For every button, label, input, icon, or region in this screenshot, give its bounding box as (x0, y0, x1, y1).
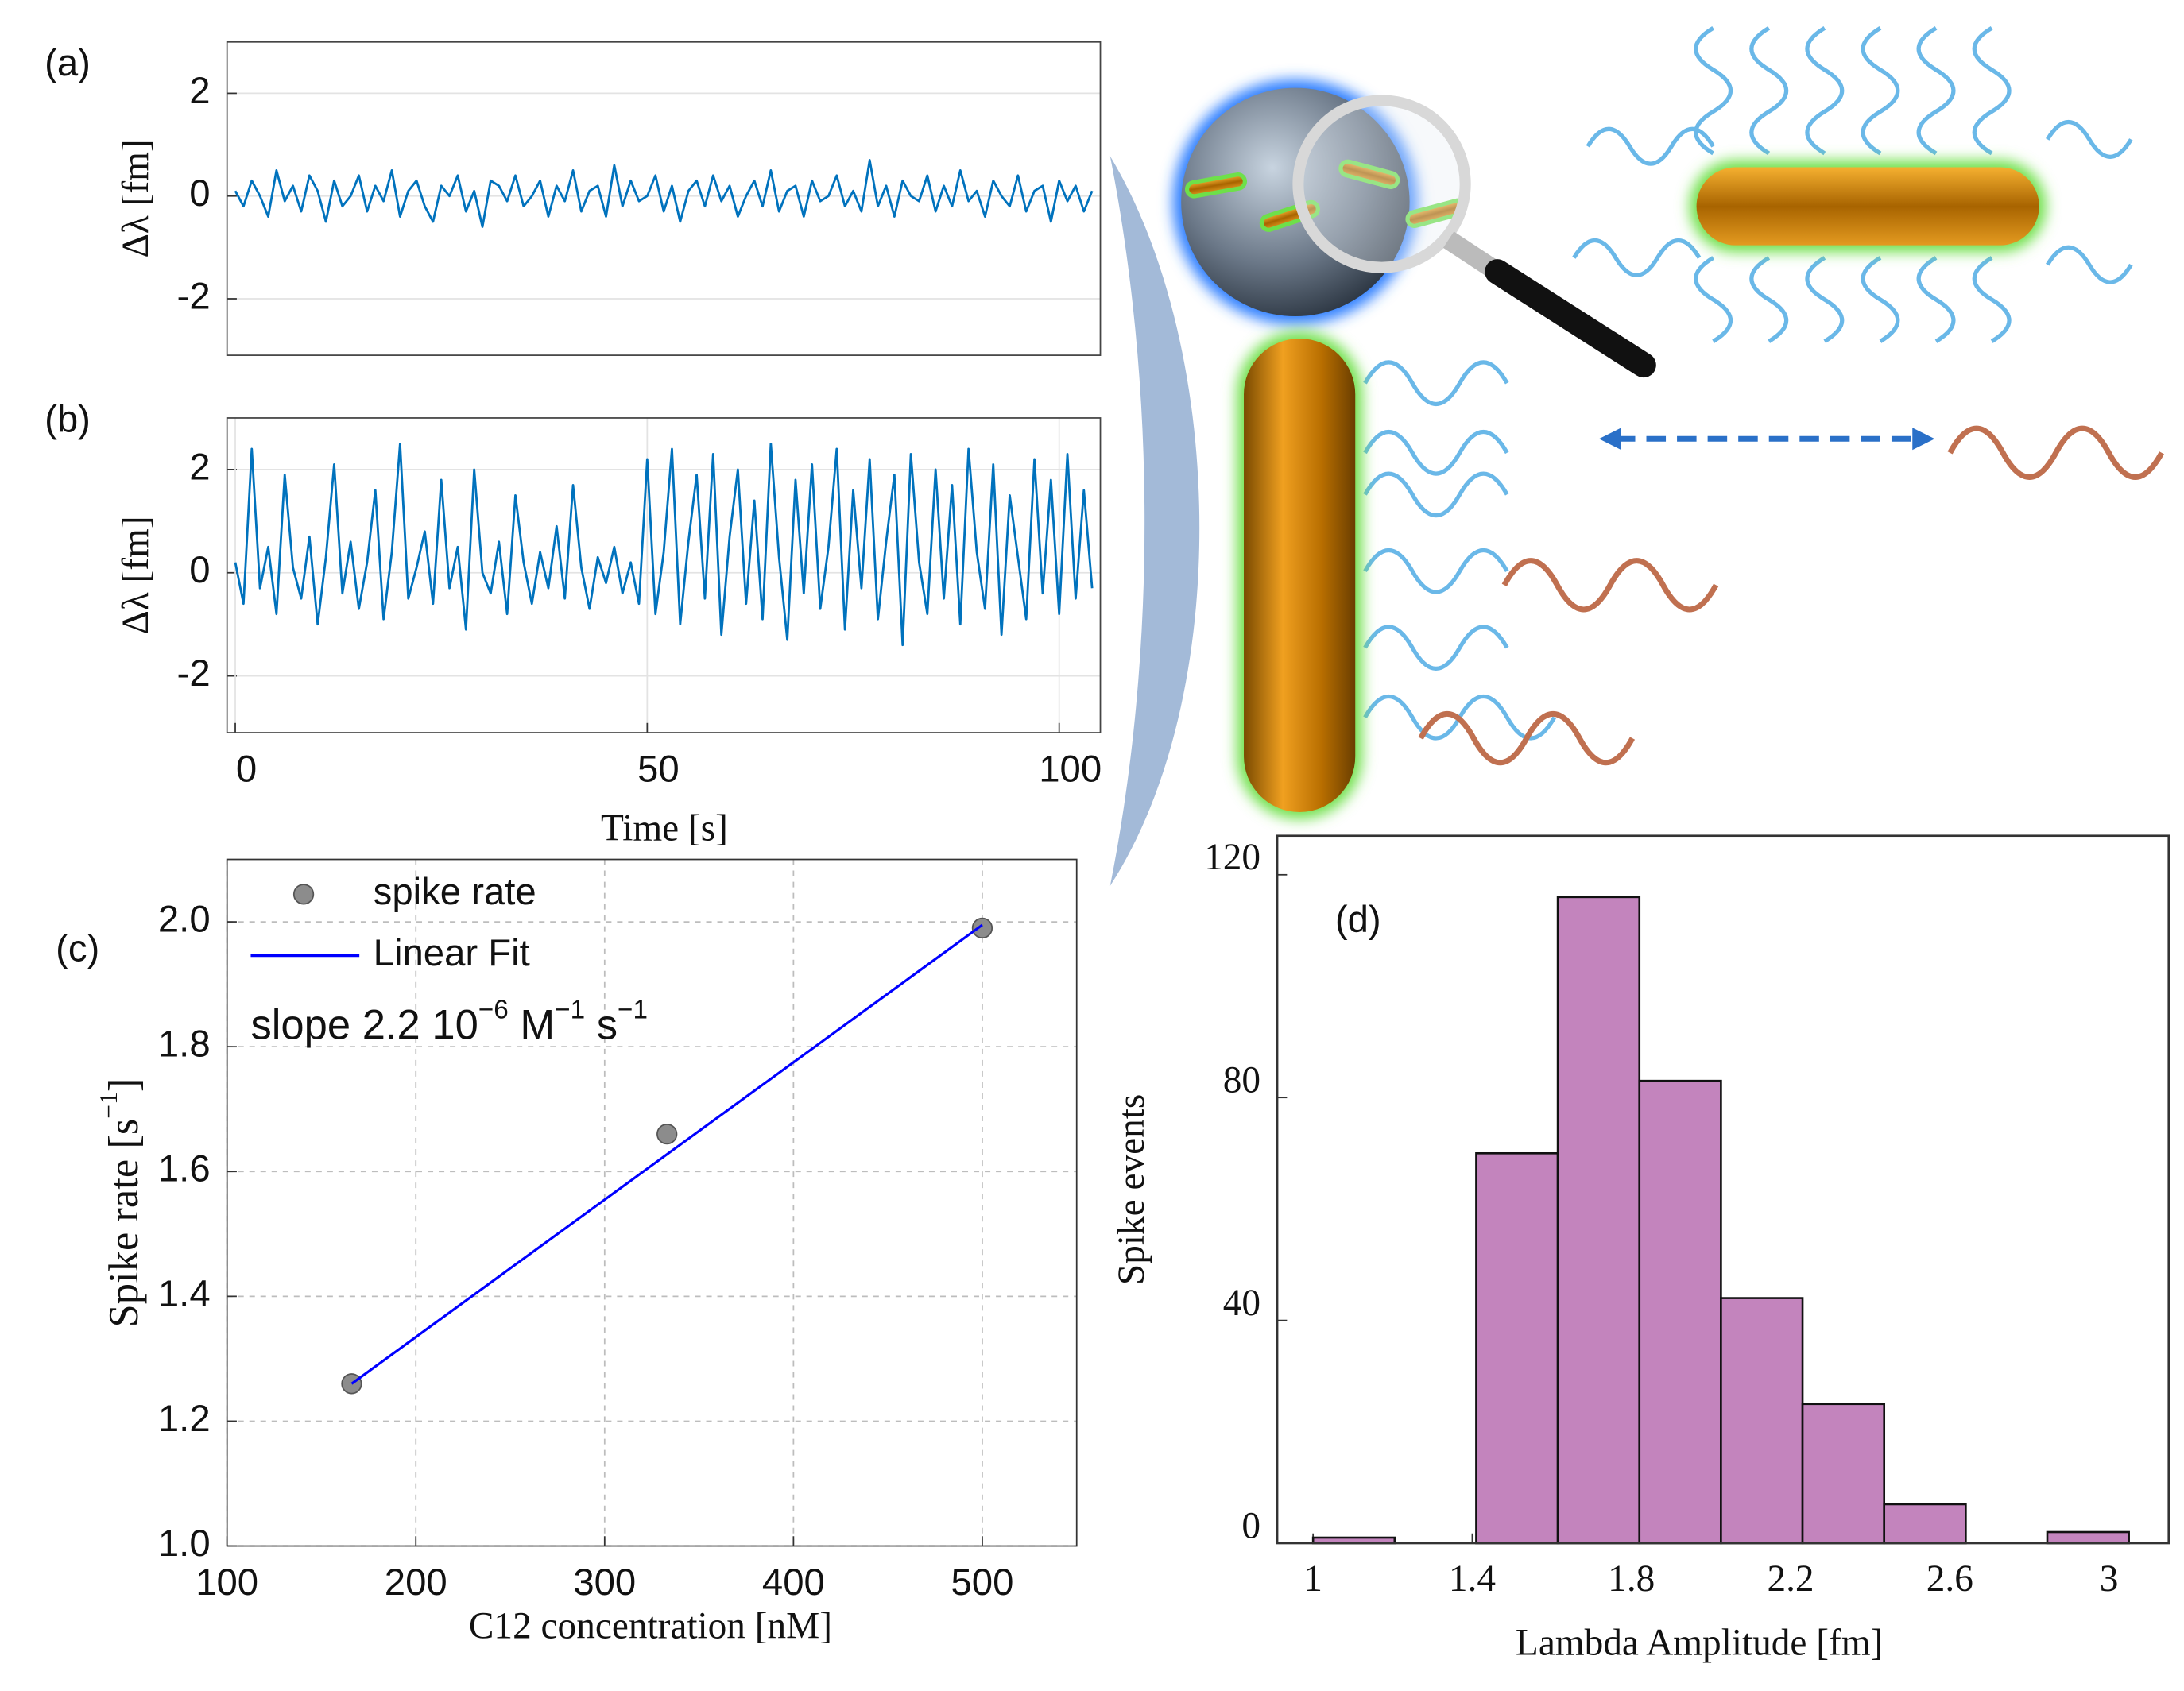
annotation: slope 2.2 10−6 M−1 s−1 (250, 995, 648, 1048)
fit-line (350, 923, 983, 1385)
x-tick-label: 1.4 (1449, 1558, 1496, 1600)
x-tick-label: 200 (385, 1561, 447, 1604)
data-point (971, 917, 993, 939)
y-tick-label: 80 (1223, 1060, 1260, 1101)
histogram-bar (1475, 1151, 1559, 1545)
annotation-part: −6 (478, 995, 509, 1024)
annotation-part: −1 (555, 995, 585, 1024)
x-tick-label: 100 (196, 1561, 258, 1604)
annotation-part: slope 2.2 10 (250, 1001, 478, 1048)
gold-rod (1244, 339, 1356, 812)
x-tick-label: 400 (762, 1561, 825, 1604)
y-axis-label-part: Spike rate [s (101, 1119, 147, 1328)
double-arrow (1598, 428, 1935, 451)
legend-swatch (292, 884, 315, 905)
plot-frame (226, 41, 1102, 356)
y-axis-label: Spike rate [s−1] (95, 1078, 147, 1328)
x-tick-label: 1.8 (1608, 1558, 1655, 1600)
panel-label: (c) (56, 928, 99, 970)
x-tick-label: 2.6 (1926, 1558, 1973, 1600)
legend-label: Linear Fit (374, 932, 530, 974)
legend-label: spike rate (374, 871, 536, 913)
y-tick-label: 1.2 (158, 1398, 211, 1440)
x-tick-label: 50 (637, 749, 680, 791)
y-tick-label: 2 (189, 70, 210, 112)
x-tick-label: 300 (573, 1561, 636, 1604)
histogram-bar (1883, 1503, 1967, 1545)
x-tick-label: 500 (951, 1561, 1013, 1604)
histogram-bar (1638, 1079, 1722, 1545)
x-tick-label: 0 (236, 749, 257, 791)
x-axis-label: Time [s] (601, 807, 728, 849)
y-tick-label: 2 (189, 446, 210, 488)
magnifier-handle (1485, 259, 1656, 378)
y-tick-label: 1.0 (158, 1523, 211, 1565)
x-tick-label: 3 (2100, 1558, 2119, 1600)
y-tick-label: 40 (1223, 1283, 1260, 1324)
y-tick-label: 0 (189, 172, 210, 215)
gold-rod (1696, 167, 2039, 246)
y-axis-label-part: −1 (95, 1092, 122, 1119)
signal-trace (234, 443, 1094, 647)
y-tick-label: 0 (1241, 1505, 1260, 1546)
signal-trace (234, 159, 1094, 228)
annotation-part: s (585, 1001, 618, 1048)
x-tick-label: 1 (1303, 1558, 1322, 1600)
y-tick-label: 1.6 (158, 1148, 211, 1190)
y-tick-label: 1.8 (158, 1023, 211, 1066)
plot-area (227, 859, 1077, 1546)
panel-label: (a) (45, 42, 91, 84)
x-tick-label: 100 (1039, 749, 1102, 791)
y-tick-label: 120 (1204, 837, 1260, 878)
plot-area (227, 417, 1101, 733)
data-point (341, 1373, 362, 1395)
illustration (1109, 25, 2165, 886)
plot-frame (226, 417, 1102, 733)
histogram-bar (1801, 1403, 1886, 1545)
y-axis-label: Δλ [fm] (115, 139, 157, 257)
x-axis-label: C12 concentration [nM] (469, 1606, 832, 1647)
y-axis-label-part: ] (101, 1078, 147, 1093)
histogram-bar (1556, 896, 1641, 1545)
dna-strands (1363, 25, 2165, 765)
x-axis-label: Lambda Amplitude [fm] (1516, 1623, 1883, 1664)
magnifier-lens (1292, 95, 1471, 273)
y-tick-label: -2 (177, 275, 211, 317)
y-axis-label: Spike events (1111, 1094, 1152, 1285)
plot-frame (226, 858, 1078, 1547)
y-tick-label: -2 (177, 652, 211, 695)
histogram-bar (1720, 1297, 1804, 1545)
resonator-edge (1109, 156, 1200, 886)
panel-label: (d) (1335, 899, 1381, 941)
y-tick-label: 1.4 (158, 1273, 211, 1315)
y-tick-label: 0 (189, 549, 210, 591)
annotation-part: −1 (618, 995, 648, 1024)
panel-label: (b) (45, 399, 91, 441)
y-tick-label: 2.0 (158, 899, 211, 941)
annotation-part: M (509, 1001, 555, 1048)
x-tick-label: 2.2 (1767, 1558, 1814, 1600)
data-point (656, 1123, 678, 1145)
histogram-bar (2046, 1530, 2130, 1545)
plot-frame (1276, 834, 2170, 1545)
y-axis-label: Δλ [fm] (115, 516, 157, 634)
